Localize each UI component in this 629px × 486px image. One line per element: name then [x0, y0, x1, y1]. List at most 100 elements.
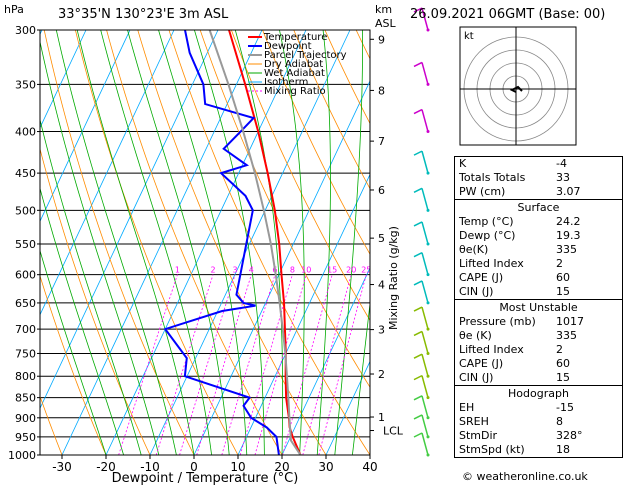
pressure-tick-label: 450 [15, 167, 36, 180]
mixing-ratio-label: 25 [361, 266, 371, 275]
wind-barb-dot [426, 416, 430, 420]
dry-adiabat-line [43, 30, 195, 455]
wind-barb-dot [426, 327, 430, 331]
dry-adiabat-line [40, 147, 151, 455]
pressure-tick-label: 300 [15, 24, 36, 37]
temp-tick-label: -20 [96, 460, 116, 474]
pressure-tick-label: 850 [15, 392, 36, 405]
mixing-ratio-label: 4 [249, 266, 254, 275]
km-tick-label: 7 [378, 135, 385, 148]
mixing-ratio-line [254, 274, 307, 455]
indices-table: K -4 Totals Totals 33 PW (cm) 3.07 Surface … [454, 156, 623, 458]
isotherm-line [40, 30, 131, 223]
wet-adiabat-line [127, 30, 230, 455]
wind-barb-dot [426, 171, 430, 175]
wind-barb [421, 252, 429, 275]
wind-barb-feather [413, 374, 423, 381]
km-tick-label: 6 [378, 184, 385, 197]
wind-barb [421, 414, 429, 438]
temp-tick-label: 10 [230, 460, 245, 474]
hodograph-table-title: Hodograph [508, 387, 569, 400]
mixing-ratio-line [221, 274, 276, 455]
dry-adiabat-line [293, 30, 370, 190]
km-tick-label: 3 [378, 324, 385, 337]
isotherm-line [40, 30, 87, 129]
isotherm-line [40, 30, 219, 410]
wet-adiabat-line [40, 39, 160, 455]
temp-tick-label: 40 [362, 460, 377, 474]
wind-barb-feather [413, 187, 423, 193]
wind-barb-feather [413, 432, 423, 438]
mixing-ratio-label: 2 [211, 266, 216, 275]
km-tick-label: 1 [378, 411, 385, 424]
dry-adiabat-line [40, 395, 63, 455]
wind-barb-dot [426, 453, 430, 457]
wind-barb-feather [413, 252, 423, 258]
wind-barb-dot [426, 28, 430, 32]
surface-title: Surface [517, 201, 560, 214]
pressure-tick-label: 550 [15, 238, 36, 251]
mixing-ratio-line [302, 274, 352, 455]
temp-tick-label: 0 [190, 460, 198, 474]
legend-label: Dewpoint [264, 41, 312, 52]
hodograph-table-box: Hodograph EH -15 SREH 8 StmDir 328° StmSpd … [455, 385, 622, 457]
wind-barb-dot [426, 374, 430, 378]
dry-adiabat-line [40, 274, 107, 455]
dry-adiabat-line [168, 30, 370, 455]
hodograph-kt-label: kt [464, 31, 474, 42]
hpa-label: hPa [4, 3, 24, 16]
wind-barb [421, 395, 429, 419]
wind-barb-feather [413, 330, 423, 337]
wind-barb [421, 375, 429, 398]
index-row-1: Totals Totals 33 [459, 171, 570, 184]
wind-barbs [413, 7, 430, 457]
wind-barb-dot [426, 130, 430, 134]
pressure-tick-label: 900 [15, 412, 36, 425]
wind-barb-dot [426, 82, 430, 86]
wind-barb [421, 7, 429, 31]
mixing-ratio-line [282, 274, 333, 455]
wet-adiabat-line [40, 249, 107, 455]
wind-barb-feather [413, 7, 423, 13]
pressure-tick-label: 1000 [8, 449, 36, 462]
pressure-tick-label: 750 [15, 347, 36, 360]
temp-tick-label: 20 [274, 460, 289, 474]
wet-adiabat-line [40, 118, 142, 455]
isotherm-line [237, 173, 370, 455]
legend-label: Mixing Ratio [264, 86, 326, 97]
legend-label: Wet Adiabat [264, 68, 325, 79]
dry-adiabat-line [230, 30, 370, 322]
pressure-tick-label: 650 [15, 297, 36, 310]
hodograph: kt [459, 26, 577, 146]
isotherm-line [61, 30, 263, 455]
axes: 3003504004505005506006507007508008509009… [8, 24, 404, 486]
mixing-ratio-line [318, 274, 367, 455]
wind-barb-dot [426, 396, 430, 400]
wet-adiabat-line [279, 30, 305, 455]
index-row-0: K -4 [459, 157, 567, 170]
wet-adiabat-line [352, 300, 370, 455]
wet-adiabat-line [76, 30, 195, 455]
wind-barb-dot [426, 208, 430, 212]
wind-barb-dot [426, 351, 430, 355]
lcl-label: LCL [383, 425, 404, 438]
mixing-axis-label: Mixing Ratio (g/kg) [387, 226, 400, 330]
wind-barb [421, 62, 429, 85]
km-tick-label: 8 [378, 84, 385, 97]
mixing-ratio-label: 8 [290, 266, 295, 275]
datetime-title: 26.09.2021 06GMT (Base: 00) [410, 7, 606, 22]
wet-adiabat-line [100, 30, 212, 455]
wind-barb [421, 280, 429, 304]
wind-barb-feather [413, 150, 423, 156]
plot-area: 1 2 3 4 6 8 10 15 20 25 [40, 30, 371, 455]
wind-barb-dot [426, 242, 430, 246]
isotherm-line [149, 30, 351, 455]
isotherm-line [193, 80, 370, 455]
dry-adiabat-line [199, 30, 370, 388]
wind-barb [421, 354, 429, 377]
mixing-ratio-label: 20 [346, 266, 356, 275]
wind-barb [421, 331, 429, 354]
temp-tick-label: 30 [318, 460, 333, 474]
